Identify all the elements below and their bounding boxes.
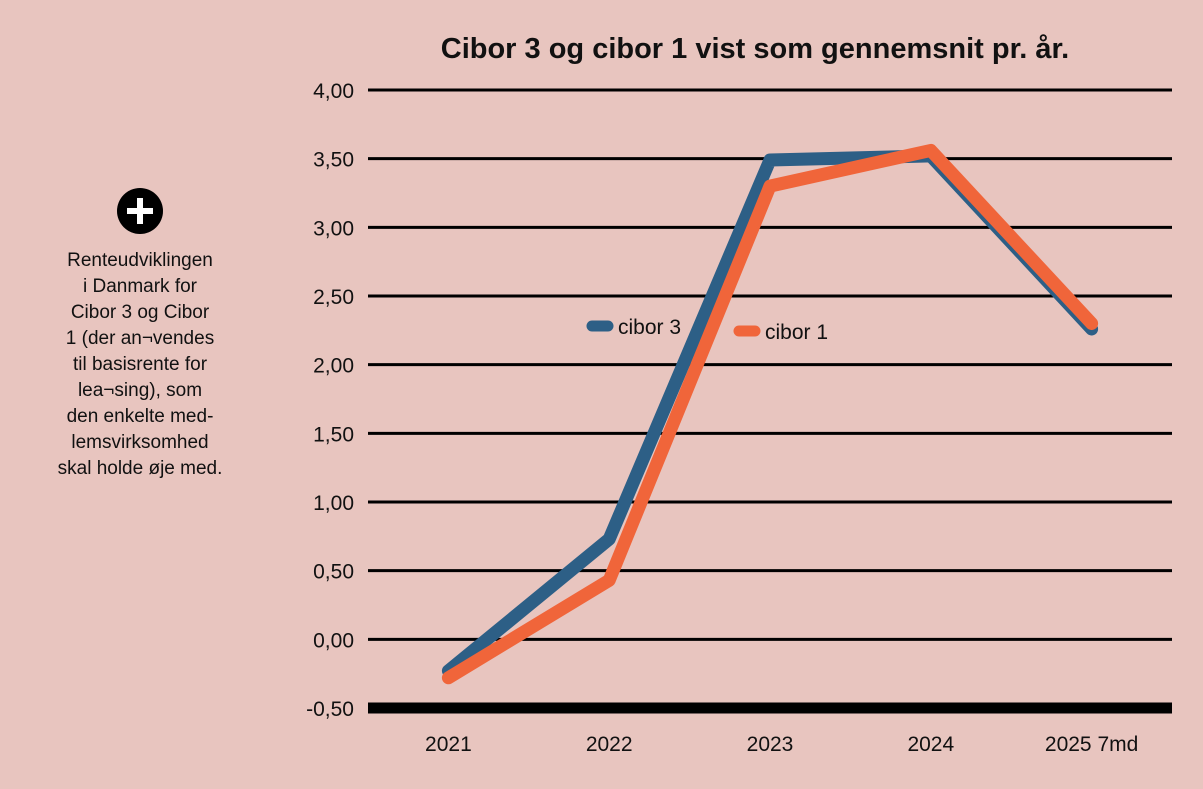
grid-lines	[368, 88, 1172, 714]
series-line-cibor-1	[441, 143, 1099, 685]
x-tick-label: 2021	[425, 733, 472, 756]
x-tick-label: 2023	[747, 733, 794, 756]
y-tick-label: 0,00	[313, 629, 354, 652]
series-lines	[441, 143, 1099, 685]
side-note: Renteudviklingen i Danmark for Cibor 3 o…	[28, 188, 252, 482]
y-tick-label: -0,50	[306, 698, 354, 721]
x-tick-label: 2025 7md	[1045, 733, 1138, 756]
y-tick-label: 3,00	[313, 217, 354, 240]
y-tick-label: 1,50	[313, 423, 354, 446]
side-note-text: Renteudviklingen i Danmark for Cibor 3 o…	[57, 250, 223, 479]
legend: cibor 3 cibor 1	[586, 316, 828, 344]
y-tick-label: 0,50	[313, 561, 354, 584]
y-tick-label: 2,00	[313, 355, 354, 378]
series-line-cibor-3	[441, 149, 1099, 678]
chart-title: Cibor 3 og cibor 1 vist som gennemsnit p…	[441, 33, 1069, 65]
y-tick-label: 1,00	[313, 492, 354, 515]
plus-circle-icon	[117, 188, 163, 234]
legend-label: cibor 1	[765, 321, 828, 344]
y-tick-label: 4,00	[313, 80, 354, 103]
x-axis-ticks: 2021 2022 2023 2024 2025 7md	[425, 733, 1138, 756]
y-tick-label: 2,50	[313, 286, 354, 309]
x-tick-label: 2024	[907, 733, 954, 756]
legend-label: cibor 3	[618, 316, 681, 339]
y-tick-label: 3,50	[313, 149, 354, 172]
x-tick-label: 2022	[586, 733, 633, 756]
y-axis-ticks: 4,00 3,50 3,00 2,50 2,00 1,50 1,00 0,50 0,00 -0,5…	[306, 80, 354, 721]
